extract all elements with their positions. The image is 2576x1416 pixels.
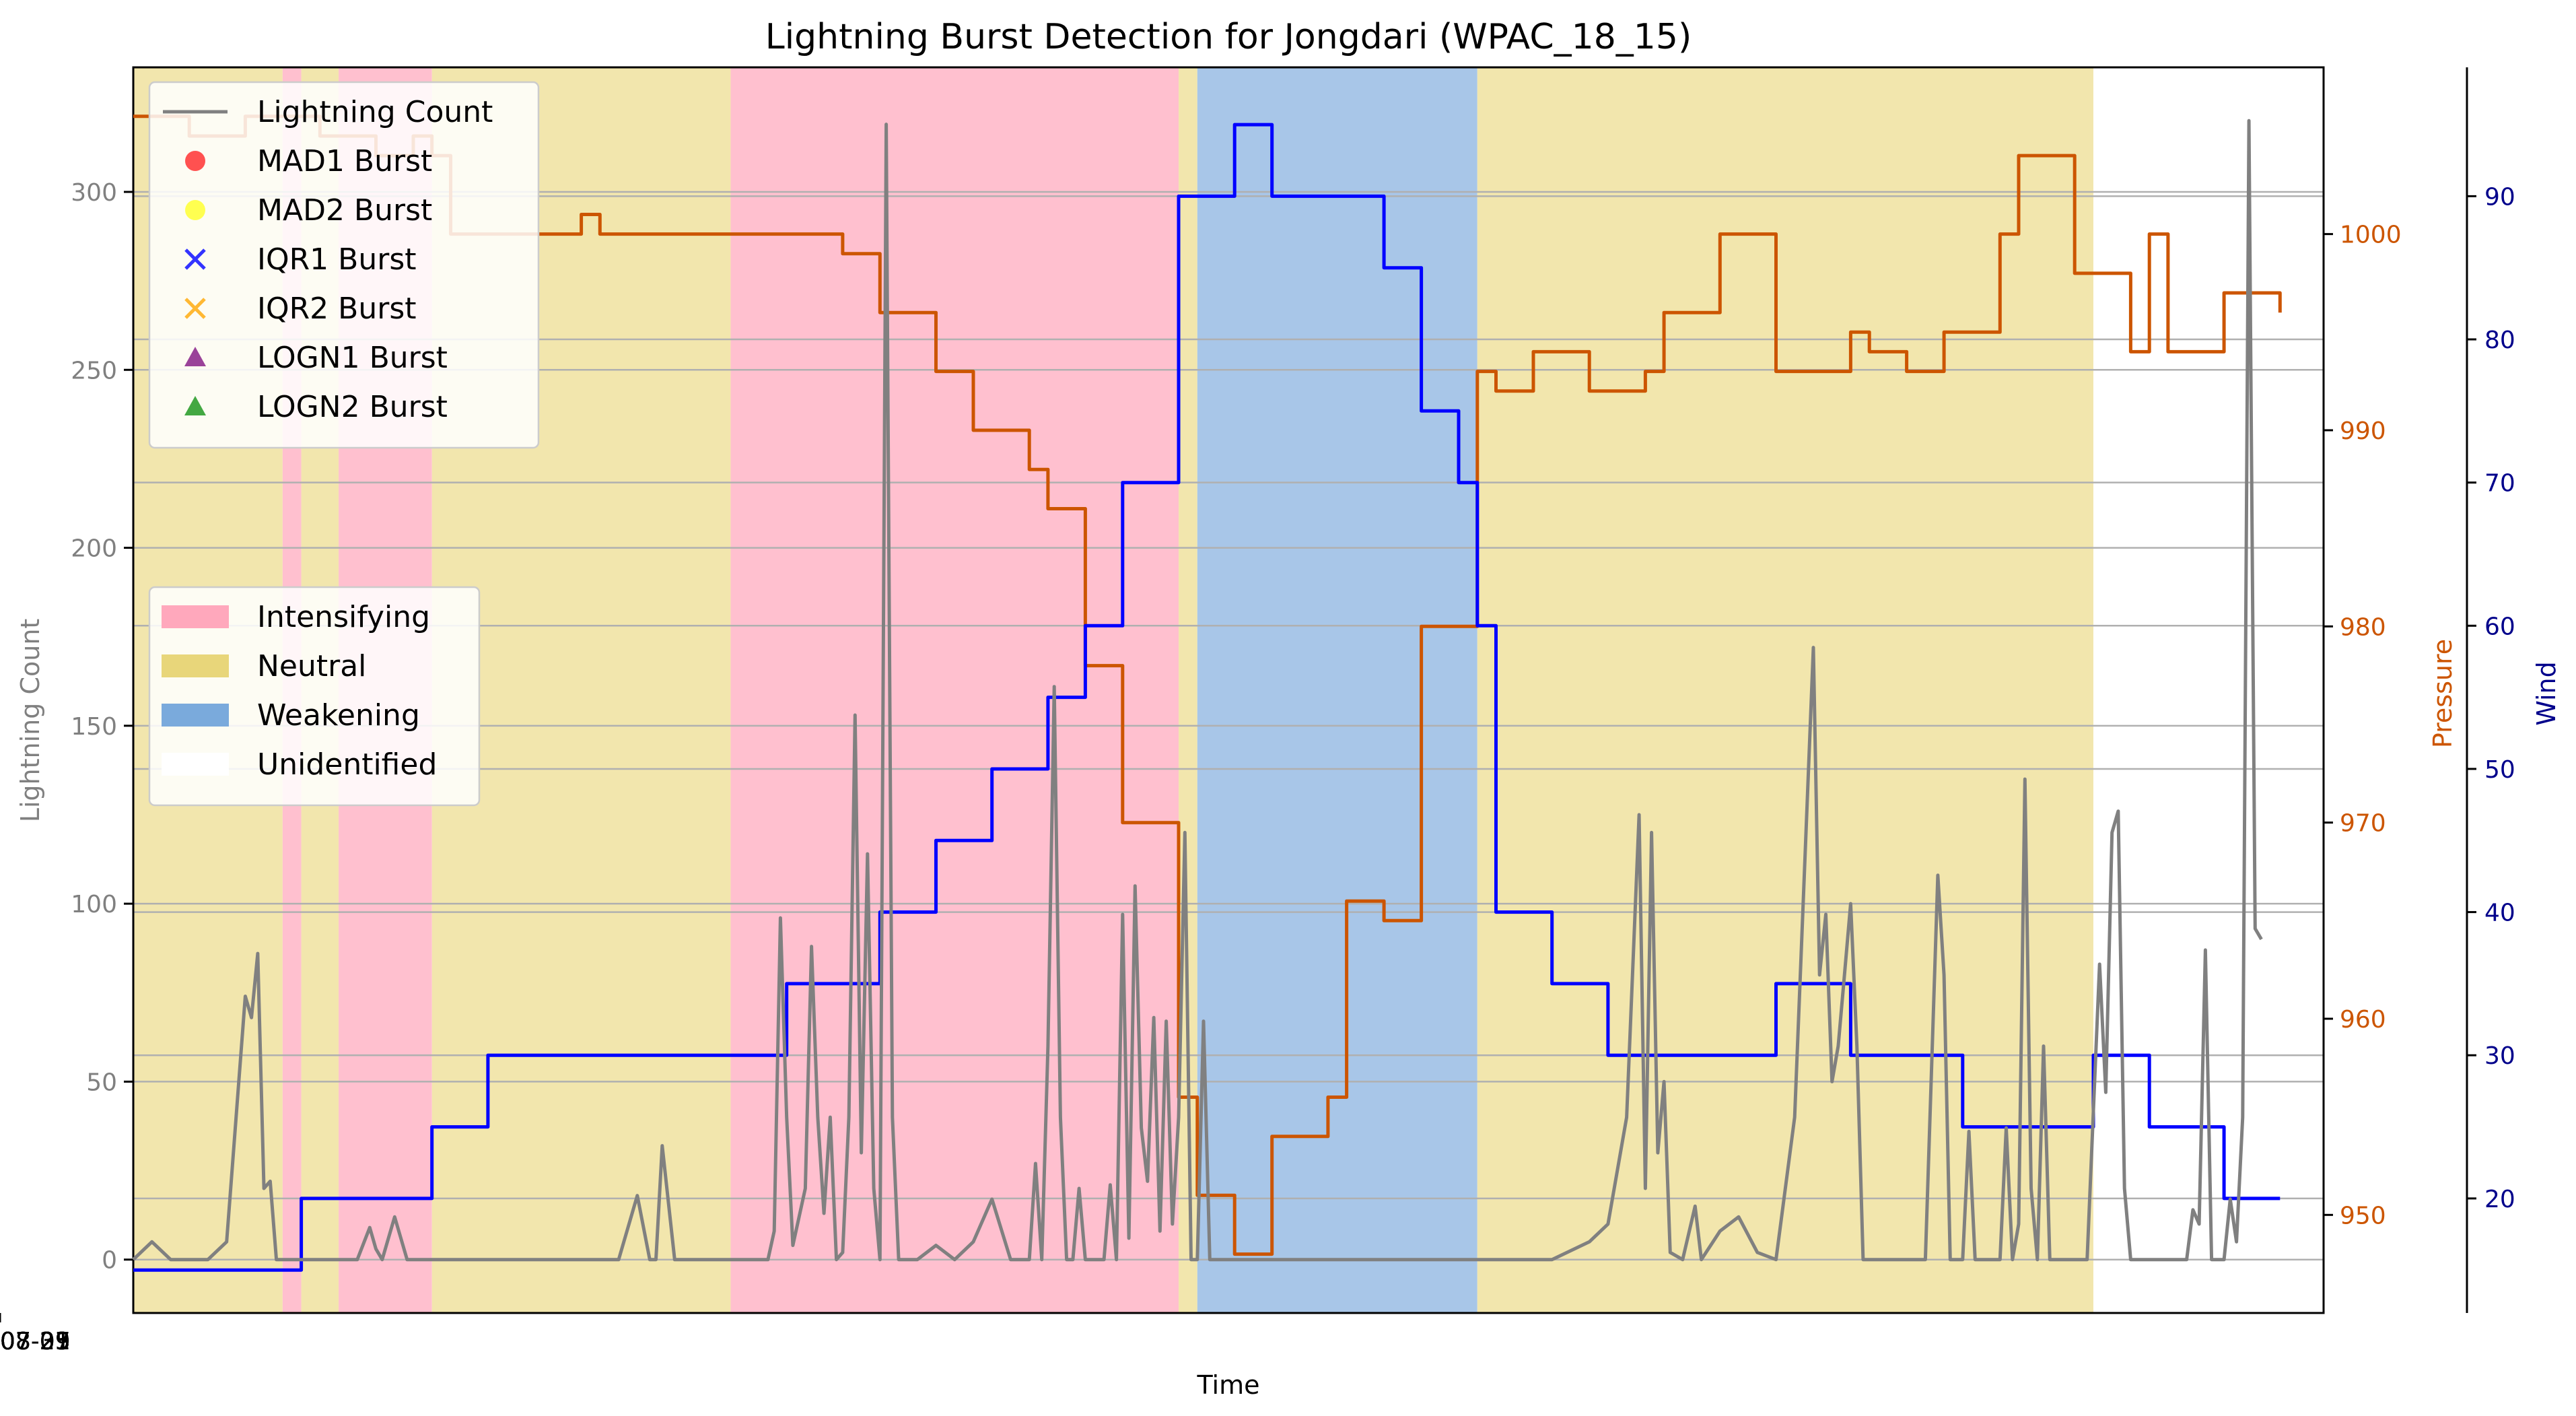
- x-tick-label-6: 2018-08-01: [0, 1328, 71, 1355]
- phase-band-8: [1477, 67, 2093, 1313]
- wind-tick-label-30: 30: [2484, 1042, 2515, 1070]
- pressure-tick-label-950: 950: [2340, 1202, 2386, 1229]
- phase-legend-swatch-2: [162, 704, 229, 727]
- series-lines: [132, 114, 2282, 1272]
- phase-legend-label-2: Weakening: [257, 698, 420, 733]
- phase-band-5: [730, 67, 1179, 1313]
- wind-tick-label-60: 60: [2484, 613, 2515, 640]
- wind-tick-label-50: 50: [2484, 756, 2515, 784]
- wind-tick-label-80: 80: [2484, 327, 2515, 354]
- legend-label-5: LOGN1 Burst: [257, 341, 448, 375]
- phase-legend: Intensifying Neutral Weakening Unidentified: [148, 586, 481, 807]
- pressure-tick-label-970: 970: [2340, 810, 2386, 838]
- legend-label-0: Lightning Count: [257, 95, 493, 129]
- left-tick-label-150: 150: [71, 713, 117, 741]
- wind-tick-label-20: 20: [2484, 1186, 2515, 1213]
- x-tick-label-0: 2018-07-21: [0, 1328, 71, 1355]
- x-tick-label-5: 2018-07-31: [0, 1328, 71, 1355]
- wind-tick-label-90: 90: [2484, 183, 2515, 211]
- burst-legend-box: [148, 81, 540, 449]
- left-tick-label-250: 250: [71, 357, 117, 384]
- wind-tick-label-70: 70: [2484, 470, 2515, 498]
- legend-marker-5: [184, 347, 206, 366]
- x-tick-label-1: 2018-07-23: [0, 1328, 71, 1355]
- pressure-tick-label-990: 990: [2340, 417, 2386, 445]
- left-tick-label-100: 100: [71, 891, 117, 918]
- legend-marker-4: [184, 298, 206, 319]
- x-tick-label-4: 2018-07-29: [0, 1328, 71, 1355]
- legend-label-4: IQR2 Burst: [257, 292, 417, 326]
- phase-legend-swatch-0: [162, 605, 229, 628]
- legend-label-3: IQR1 Burst: [257, 242, 417, 277]
- left-tick-label-200: 200: [71, 535, 117, 563]
- x-tick-label-3: 2018-07-27: [0, 1328, 71, 1355]
- left-tick-label-300: 300: [71, 179, 117, 207]
- chart-title: Lightning Burst Detection for Jongdari (…: [765, 17, 1692, 57]
- pressure-axis-label: Pressure: [2428, 639, 2458, 748]
- burst-legend: Lightning Count MAD1 Burst MAD2 Burst IQR1 …: [148, 81, 540, 449]
- phase-legend-label-3: Unidentified: [257, 747, 437, 782]
- left-axis-label: Lightning Count: [15, 619, 45, 823]
- legend-marker-3: [184, 248, 206, 270]
- phase-legend-swatch-1: [162, 654, 229, 677]
- x-axis-label: Time: [1197, 1370, 1260, 1400]
- x-tick-label-7: 2018-08-03: [0, 1328, 71, 1355]
- pressure-tick-label-960: 960: [2340, 1006, 2386, 1034]
- pressure-tick-label-980: 980: [2340, 613, 2386, 641]
- plot-frame: [132, 66, 2325, 1314]
- series-line-pressure: [133, 114, 2282, 1256]
- legend-label-6: LOGN2 Burst: [257, 390, 448, 424]
- wind-axis-label: Wind: [2532, 661, 2561, 726]
- phase-legend-label-0: Intensifying: [257, 600, 430, 634]
- legend-marker-2: [185, 200, 205, 220]
- legend-label-1: MAD1 Burst: [257, 144, 432, 178]
- legend-marker-6: [184, 396, 206, 415]
- phase-legend-label-1: Neutral: [257, 649, 366, 683]
- x-tick-label-2: 2018-07-25: [0, 1328, 71, 1355]
- left-tick-label-0: 0: [102, 1247, 117, 1275]
- phase-legend-box: [148, 586, 481, 807]
- series-line-lightning-count: [132, 119, 2263, 1262]
- pressure-tick-label-1000: 1000: [2340, 222, 2402, 249]
- wind-tick-label-40: 40: [2484, 900, 2515, 927]
- phase-legend-swatch-3: [162, 753, 229, 776]
- phase-band-7: [1197, 67, 1477, 1313]
- legend-label-2: MAD2 Burst: [257, 193, 432, 228]
- axes: 2018-07-212018-07-232018-07-252018-07-27…: [0, 66, 2515, 1355]
- legend-marker-1: [185, 151, 205, 171]
- left-tick-label-50: 50: [86, 1069, 117, 1096]
